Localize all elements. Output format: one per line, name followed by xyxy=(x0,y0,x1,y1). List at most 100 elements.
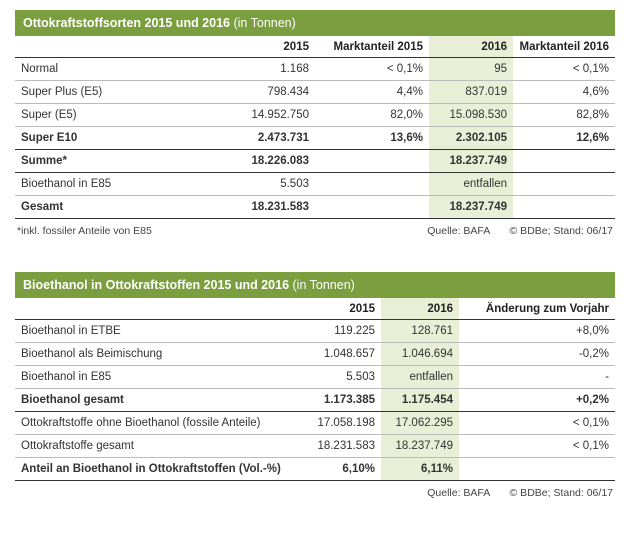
table1-source-b: © BDBe; Stand: 06/17 xyxy=(510,225,613,237)
table1-cell: 4,4% xyxy=(315,81,429,104)
table2-cell: 1.175.454 xyxy=(381,389,459,412)
table1-col-4: Marktanteil 2016 xyxy=(513,36,615,58)
table2-row: Ottokraftstoffe ohne Bioethanol (fossile… xyxy=(15,412,615,435)
table1-source-a: Quelle: BAFA xyxy=(427,225,489,237)
table1-cell: 82,8% xyxy=(513,104,615,127)
table2-title: Bioethanol in Ottokraftstoffen 2015 und … xyxy=(23,278,289,292)
table2-cell xyxy=(459,458,615,481)
table1-cell: 18.231.583 xyxy=(219,196,315,219)
table1-cell: 1.168 xyxy=(219,58,315,81)
table2-cell: entfallen xyxy=(381,366,459,389)
table2-col-2: 2016 xyxy=(381,298,459,320)
table1-footnote: *inkl. fossiler Anteile von E85 xyxy=(17,225,152,237)
table1-row: Summe*18.226.083 18.237.749 xyxy=(15,150,615,173)
table1-cell: 82,0% xyxy=(315,104,429,127)
table2-row: Bioethanol in E855.503entfallen- xyxy=(15,366,615,389)
table1-cell: 18.237.749 xyxy=(429,150,513,173)
table2-cell: - xyxy=(459,366,615,389)
table2-cell: 6,10% xyxy=(291,458,381,481)
table1-cell: Bioethanol in E85 xyxy=(15,173,219,196)
table1-col-0 xyxy=(15,36,219,58)
table2-subtitle: (in Tonnen) xyxy=(293,278,355,292)
table2-row: Anteil an Bioethanol in Ottokraftstoffen… xyxy=(15,458,615,481)
table1-cell: < 0,1% xyxy=(513,58,615,81)
table2-source: Quelle: BAFA © BDBe; Stand: 06/17 xyxy=(427,487,613,499)
table1-col-2: Marktanteil 2015 xyxy=(315,36,429,58)
table1-cell: Summe* xyxy=(15,150,219,173)
table2-col-0 xyxy=(15,298,291,320)
table1-cell: Super Plus (E5) xyxy=(15,81,219,104)
table1-row: Gesamt18.231.583 18.237.749 xyxy=(15,196,615,219)
table1-row: Normal1.168< 0,1%95< 0,1% xyxy=(15,58,615,81)
table2-cell: 5.503 xyxy=(291,366,381,389)
table1-cell: 4,6% xyxy=(513,81,615,104)
table1-cell: Normal xyxy=(15,58,219,81)
table1-cell xyxy=(513,196,615,219)
table1-cell xyxy=(315,196,429,219)
table1-subtitle: (in Tonnen) xyxy=(233,16,295,30)
table2-cell: 1.173.385 xyxy=(291,389,381,412)
table1-cell xyxy=(513,173,615,196)
table2-cell: Bioethanol als Beimischung xyxy=(15,343,291,366)
table1-cell: 18.226.083 xyxy=(219,150,315,173)
table2-cell: +0,2% xyxy=(459,389,615,412)
table2-row: Ottokraftstoffe gesamt18.231.58318.237.7… xyxy=(15,435,615,458)
table1-cell: Super E10 xyxy=(15,127,219,150)
table2-cell: 119.225 xyxy=(291,320,381,343)
table1-cell: 12,6% xyxy=(513,127,615,150)
table1-cell: 18.237.749 xyxy=(429,196,513,219)
table2-col-1: 2015 xyxy=(291,298,381,320)
table1-cell: entfallen xyxy=(429,173,513,196)
table1-cell: 5.503 xyxy=(219,173,315,196)
table1-cell: 14.952.750 xyxy=(219,104,315,127)
table1-cell: 2.473.731 xyxy=(219,127,315,150)
table2-cell: -0,2% xyxy=(459,343,615,366)
table1-cell xyxy=(315,150,429,173)
table2-cell: 1.046.694 xyxy=(381,343,459,366)
table2-cell: Bioethanol in ETBE xyxy=(15,320,291,343)
table2-cell: Ottokraftstoffe ohne Bioethanol (fossile… xyxy=(15,412,291,435)
table2-cell: 18.231.583 xyxy=(291,435,381,458)
table1-cell: 798.434 xyxy=(219,81,315,104)
table2-cell: 17.062.295 xyxy=(381,412,459,435)
table2-header: Bioethanol in Ottokraftstoffen 2015 und … xyxy=(15,272,615,298)
table1-cell: 13,6% xyxy=(315,127,429,150)
table1-header: Ottokraftstoffsorten 2015 und 2016 (in T… xyxy=(15,10,615,36)
table2-cell: Ottokraftstoffe gesamt xyxy=(15,435,291,458)
table2-block: Bioethanol in Ottokraftstoffen 2015 und … xyxy=(15,272,615,499)
table1-cell: Super (E5) xyxy=(15,104,219,127)
table1-title: Ottokraftstoffsorten 2015 und 2016 xyxy=(23,16,230,30)
table2-row: Bioethanol als Beimischung1.048.6571.046… xyxy=(15,343,615,366)
table1-cell: Gesamt xyxy=(15,196,219,219)
table2-source-a: Quelle: BAFA xyxy=(427,487,489,499)
table2-row: Bioethanol gesamt1.173.3851.175.454+0,2% xyxy=(15,389,615,412)
table2-cell: 128.761 xyxy=(381,320,459,343)
table2-cell: 1.048.657 xyxy=(291,343,381,366)
table1-row: Super (E5)14.952.75082,0%15.098.53082,8% xyxy=(15,104,615,127)
table2-row: Bioethanol in ETBE119.225128.761+8,0% xyxy=(15,320,615,343)
table1-row: Super Plus (E5)798.4344,4%837.0194,6% xyxy=(15,81,615,104)
table2-cell: Bioethanol gesamt xyxy=(15,389,291,412)
table1-footer: *inkl. fossiler Anteile von E85 Quelle: … xyxy=(15,219,615,237)
table1-cell: < 0,1% xyxy=(315,58,429,81)
table1-head-row: 2015Marktanteil 20152016Marktanteil 2016 xyxy=(15,36,615,58)
table2-footer: Quelle: BAFA © BDBe; Stand: 06/17 xyxy=(15,481,615,499)
table1-source: Quelle: BAFA © BDBe; Stand: 06/17 xyxy=(427,225,613,237)
table2-cell: 18.237.749 xyxy=(381,435,459,458)
table1-row: Super E102.473.73113,6%2.302.10512,6% xyxy=(15,127,615,150)
table1-cell: 15.098.530 xyxy=(429,104,513,127)
table1-cell: 837.019 xyxy=(429,81,513,104)
table1-cell: 2.302.105 xyxy=(429,127,513,150)
table1-cell xyxy=(513,150,615,173)
table2: 20152016Änderung zum Vorjahr Bioethanol … xyxy=(15,298,615,481)
table2-cell: Bioethanol in E85 xyxy=(15,366,291,389)
table2-cell: < 0,1% xyxy=(459,435,615,458)
table1-row: Bioethanol in E855.503 entfallen xyxy=(15,173,615,196)
table2-cell: < 0,1% xyxy=(459,412,615,435)
table1-block: Ottokraftstoffsorten 2015 und 2016 (in T… xyxy=(15,10,615,237)
table1-cell: 95 xyxy=(429,58,513,81)
table1: 2015Marktanteil 20152016Marktanteil 2016… xyxy=(15,36,615,219)
table2-cell: 17.058.198 xyxy=(291,412,381,435)
table2-cell: Anteil an Bioethanol in Ottokraftstoffen… xyxy=(15,458,291,481)
table2-head-row: 20152016Änderung zum Vorjahr xyxy=(15,298,615,320)
